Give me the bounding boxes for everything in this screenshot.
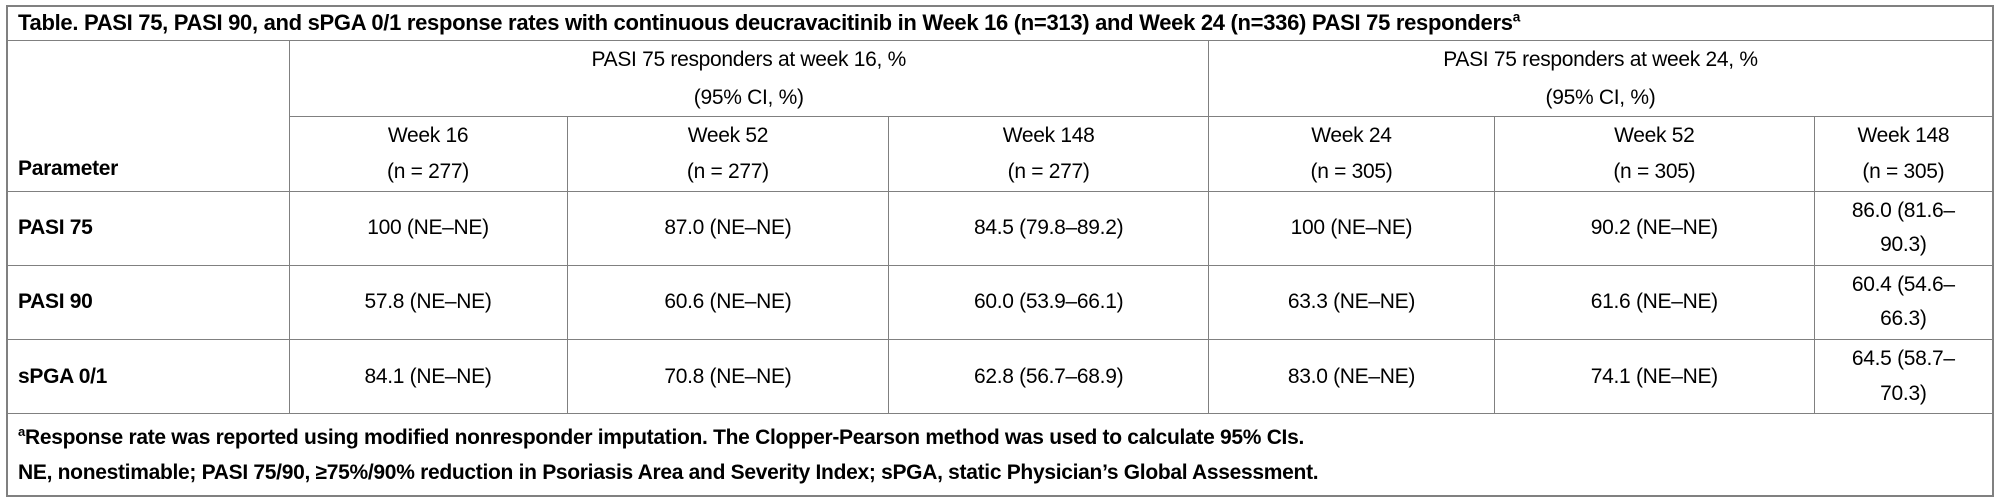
footnotes: aResponse rate was reported using modifi… (6, 413, 1994, 497)
data-cell: 60.0 (53.9–66.1) (888, 264, 1209, 341)
column-header-n: (n = 277) (686, 160, 769, 183)
parameter-column-header: Parameter (6, 39, 290, 192)
data-cell: 57.8 (NE–NE) (288, 264, 568, 341)
column-header-week16-n277: Week 16 (n = 277) (288, 115, 568, 192)
data-cell: 84.1 (NE–NE) (288, 339, 568, 415)
data-cell: 70.8 (NE–NE) (566, 339, 890, 415)
data-cell-value: 64.5 (58.7–70.3) (1851, 347, 1955, 405)
footnote-line-1: aResponse rate was reported using modifi… (18, 423, 1982, 449)
column-header-week24-n305: Week 24 (n = 305) (1207, 115, 1495, 192)
table-row-spga01: sPGA 0/1 84.1 (NE–NE) 70.8 (NE–NE) 62.8 … (6, 339, 1994, 415)
footnote-line-1-text: Response rate was reported using modifie… (24, 425, 1305, 449)
group-header-week16-line2: (95% CI, %) (693, 85, 804, 109)
data-cell: 60.4 (54.6–66.3) (1813, 264, 1994, 341)
data-cell: 100 (NE–NE) (1207, 190, 1495, 266)
data-cell: 100 (NE–NE) (288, 190, 568, 266)
column-header-n: (n = 305) (1310, 160, 1393, 183)
data-cell: 62.8 (56.7–68.9) (888, 339, 1209, 415)
data-cell: 74.1 (NE–NE) (1493, 339, 1815, 415)
column-header-label: Week 24 (1311, 124, 1392, 147)
group-header-week16-line1: PASI 75 responders at week 16, % (591, 47, 906, 71)
footnote-row: aResponse rate was reported using modifi… (6, 413, 1994, 497)
data-cell: 87.0 (NE–NE) (566, 190, 890, 266)
data-cell: 83.0 (NE–NE) (1207, 339, 1495, 415)
title-superscript: a (1512, 9, 1521, 25)
column-header-n: (n = 305) (1613, 160, 1696, 183)
column-header-week148-n277: Week 148 (n = 277) (888, 115, 1209, 192)
group-header-week24: PASI 75 responders at week 24, % (95% CI… (1207, 39, 1994, 117)
column-header-week148-n305: Week 148 (n = 305) (1813, 115, 1994, 192)
data-cell: 60.6 (NE–NE) (566, 264, 890, 341)
group-header-row: Parameter PASI 75 responders at week 16,… (6, 39, 1994, 192)
group-header-week16: PASI 75 responders at week 16, % (95% CI… (288, 39, 1209, 117)
data-cell: 61.6 (NE–NE) (1493, 264, 1815, 341)
title-row: Table. PASI 75, PASI 90, and sPGA 0/1 re… (6, 5, 1994, 41)
table-title: Table. PASI 75, PASI 90, and sPGA 0/1 re… (6, 5, 1994, 41)
column-header-label: Week 16 (387, 124, 469, 147)
column-header-row: Week 16 (n = 277) Week 52 (n = 277) Week… (7, 115, 1994, 192)
footnote-superscript: a (18, 423, 25, 439)
row-label-pasi75: PASI 75 (6, 190, 290, 266)
group-header-week24-line2: (95% CI, %) (1545, 85, 1656, 109)
data-cell: 64.5 (58.7–70.3) (1813, 339, 1994, 415)
data-cell: 63.3 (NE–NE) (1207, 264, 1495, 341)
row-label-pasi90: PASI 90 (6, 264, 290, 341)
column-header-label: Week 52 (687, 124, 769, 147)
table-row-pasi75: PASI 75 100 (NE–NE) 87.0 (NE–NE) 84.5 (7… (6, 190, 1994, 266)
column-header-label: Week 52 (1614, 124, 1695, 147)
column-header-label: Week 148 (1857, 124, 1950, 147)
column-header-week52-n277: Week 52 (n = 277) (566, 115, 890, 192)
row-label-spga01: sPGA 0/1 (6, 339, 290, 415)
column-header-n: (n = 277) (387, 160, 469, 183)
column-header-label: Week 148 (1002, 124, 1095, 147)
response-rates-table: Table. PASI 75, PASI 90, and sPGA 0/1 re… (6, 5, 1994, 497)
footnote-line-2: NE, nonestimable; PASI 75/90, ≥75%/90% r… (18, 460, 1319, 484)
table-row-pasi90: PASI 90 57.8 (NE–NE) 60.6 (NE–NE) 60.0 (… (6, 264, 1994, 341)
column-header-n: (n = 305) (1862, 160, 1945, 183)
data-cell: 86.0 (81.6–90.3) (1813, 190, 1994, 266)
column-header-n: (n = 277) (1007, 160, 1090, 183)
table-title-text: Table. PASI 75, PASI 90, and sPGA 0/1 re… (18, 10, 1513, 36)
data-cell-value: 86.0 (81.6–90.3) (1851, 198, 1955, 257)
data-cell-value: 60.4 (54.6–66.3) (1851, 272, 1955, 331)
column-header-week52-n305: Week 52 (n = 305) (1493, 115, 1815, 192)
data-cell: 90.2 (NE–NE) (1493, 190, 1815, 266)
data-cell: 84.5 (79.8–89.2) (888, 190, 1209, 266)
group-header-week24-line1: PASI 75 responders at week 24, % (1443, 47, 1758, 71)
